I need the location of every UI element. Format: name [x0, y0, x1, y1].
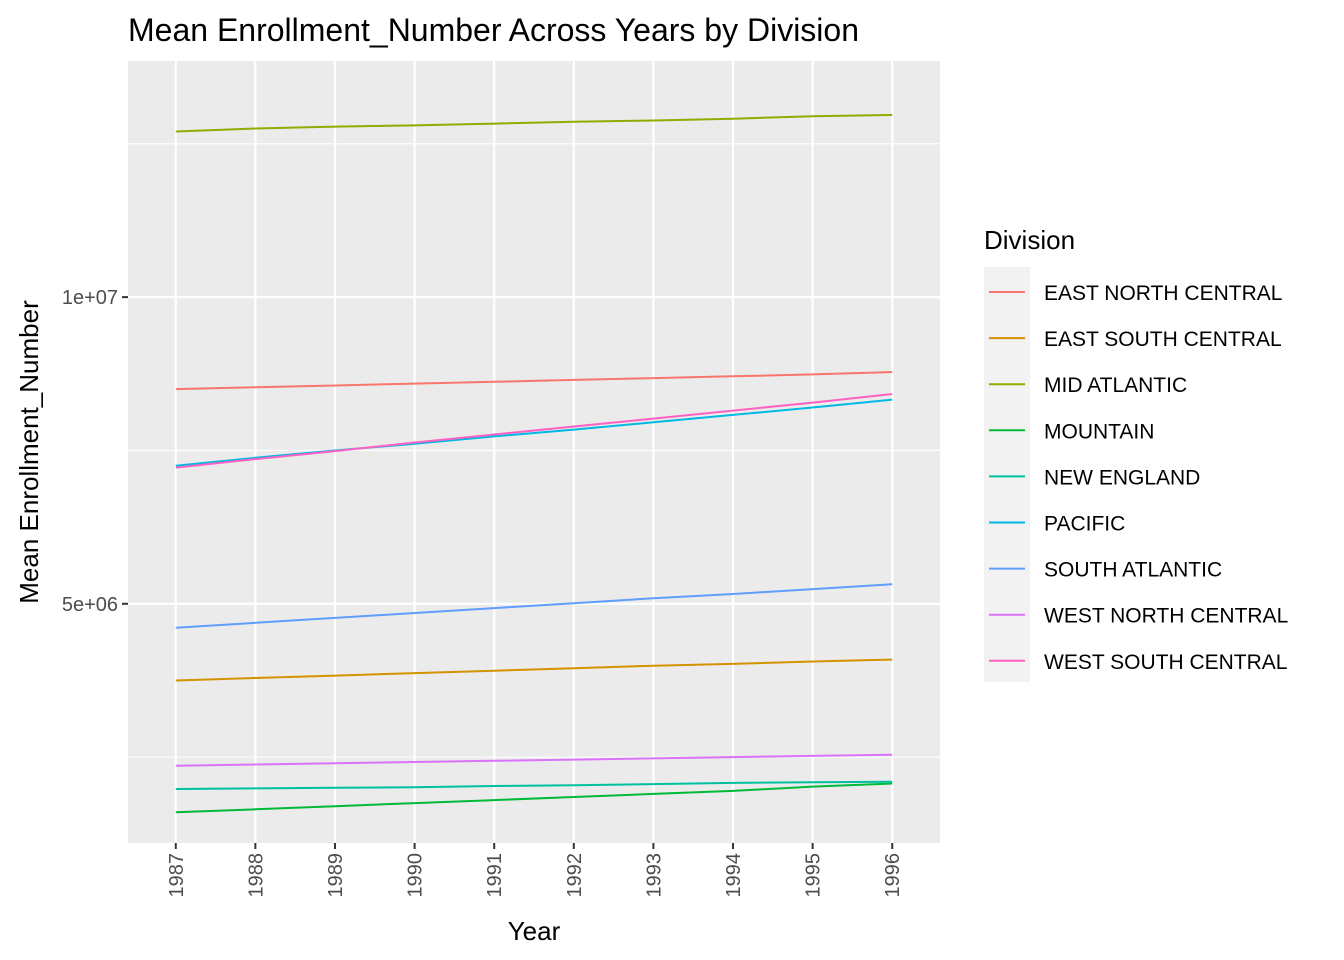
series-line [175, 658, 893, 682]
chart-title: Mean Enrollment_Number Across Years by D… [128, 12, 859, 48]
x-tick-label: 1988 [245, 853, 267, 898]
legend-label: WEST NORTH CENTRAL [1044, 605, 1288, 628]
legend-label: EAST NORTH CENTRAL [1044, 282, 1282, 305]
legend-key-background [984, 267, 1030, 682]
legend-label: NEW ENGLAND [1044, 466, 1200, 489]
x-axis-title: Year [508, 916, 561, 946]
series-line [175, 114, 893, 133]
legend-title: Division [984, 225, 1075, 255]
x-tick-label: 1995 [803, 853, 825, 898]
series-line [175, 583, 893, 629]
legend-label: EAST SOUTH CENTRAL [1044, 328, 1282, 351]
legend-label: MOUNTAIN [1044, 420, 1154, 443]
major-gridlines [128, 61, 940, 843]
x-tick-label: 1994 [723, 853, 745, 898]
minor-gridlines [128, 143, 940, 758]
y-axis: 5e+06 1e+07 [62, 287, 128, 616]
x-tick-label: 1987 [166, 853, 188, 898]
x-tick-label: 1989 [325, 853, 347, 898]
x-tick-label: 1992 [564, 853, 586, 898]
series-line [175, 782, 893, 814]
x-axis: 1987 1988 1989 1990 1991 1992 1993 1994 1995 1996 [166, 843, 904, 898]
y-axis-title: Mean Enrollment_Number [14, 300, 44, 604]
legend-label: MID ATLANTIC [1044, 374, 1187, 397]
series-lines [175, 114, 893, 814]
x-tick-label: 1990 [405, 853, 427, 898]
y-tick-label: 1e+07 [62, 287, 118, 309]
legend: Division EAST NORTH CENTRAL EAST SOUTH CE… [984, 225, 1288, 682]
x-tick-label: 1996 [882, 853, 904, 898]
y-tick-label: 5e+06 [62, 594, 118, 616]
legend-items: EAST NORTH CENTRAL EAST SOUTH CENTRAL MID … [989, 282, 1288, 674]
series-line [175, 371, 893, 391]
x-tick-label: 1991 [484, 853, 506, 898]
x-tick-label: 1993 [643, 853, 665, 898]
series-line [175, 780, 893, 790]
legend-label: SOUTH ATLANTIC [1044, 559, 1222, 582]
series-line [175, 753, 893, 767]
legend-label: WEST SOUTH CENTRAL [1044, 651, 1287, 674]
plot-panel [128, 61, 940, 843]
series-line [175, 393, 893, 469]
legend-label: PACIFIC [1044, 513, 1125, 536]
